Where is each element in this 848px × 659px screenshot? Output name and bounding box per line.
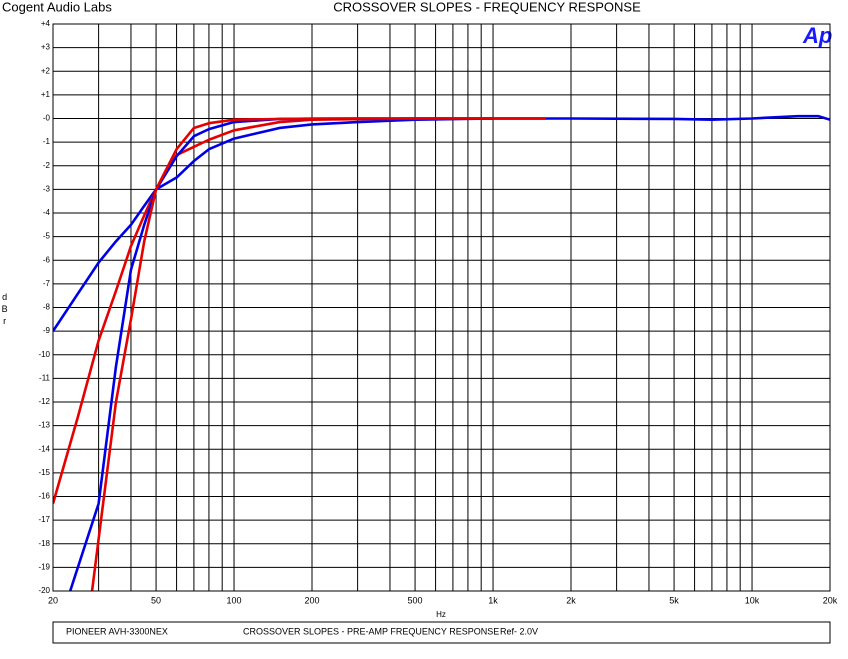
y-tick-label: -8 [43, 303, 51, 312]
grid [52, 23, 831, 592]
y-tick-label: -20 [38, 586, 50, 595]
logo: Ap [802, 23, 832, 48]
y-tick-label: +2 [41, 66, 51, 75]
x-tick-label: 1k [488, 595, 498, 605]
y-tick-label: -18 [38, 539, 50, 548]
y-tick-label: -12 [38, 397, 50, 406]
company-name: Cogent Audio Labs [2, 0, 112, 14]
y-tick-label: -7 [43, 279, 51, 288]
x-axis-label: Hz [436, 610, 446, 619]
x-tick-label: 50 [151, 595, 161, 605]
response-curve [53, 114, 830, 332]
y-tick-label: -19 [38, 562, 50, 571]
y-tick-label: -1 [43, 137, 51, 146]
y-tick-label: -5 [43, 232, 51, 241]
x-tick-label: 500 [408, 595, 423, 605]
y-tick-label: -17 [38, 515, 50, 524]
y-tick-label: -14 [38, 444, 50, 453]
y-tick-label: -3 [43, 184, 51, 193]
curves [53, 114, 830, 591]
y-tick-label: -4 [43, 208, 51, 217]
x-tick-label: 20 [48, 595, 58, 605]
x-tick-label: 200 [304, 595, 319, 605]
y-tick-label: +4 [41, 19, 51, 28]
y-axis-label: dBr [0, 292, 10, 328]
y-tick-label: -13 [38, 421, 50, 430]
y-tick-label: -16 [38, 492, 50, 501]
y-tick-label: -10 [38, 350, 50, 359]
y-tick-label: +3 [41, 43, 51, 52]
x-tick-label: 2k [566, 595, 576, 605]
response-curve [90, 117, 546, 591]
y-tick-label: -15 [38, 468, 50, 477]
y-tick-label: +1 [41, 90, 51, 99]
x-tick-label: 10k [745, 595, 760, 605]
y-tick-label: -11 [39, 373, 51, 382]
footer-description: CROSSOVER SLOPES - PRE-AMP FREQUENCY RES… [243, 626, 499, 636]
y-tick-label: -9 [43, 326, 51, 335]
footer-reference: Ref- 2.0V [500, 626, 538, 636]
x-tick-label: 5k [669, 595, 679, 605]
response-curve [53, 117, 546, 504]
y-tick-label: -2 [43, 161, 51, 170]
footer-device: PIONEER AVH-3300NEX [66, 626, 168, 636]
chart-title: CROSSOVER SLOPES - FREQUENCY RESPONSE [333, 0, 641, 14]
y-tick-label: -6 [43, 255, 51, 264]
x-tick-label: 100 [227, 595, 242, 605]
plot-frame [52, 23, 831, 592]
x-tick-label: 20k [823, 595, 838, 605]
footer-box [52, 621, 831, 644]
y-tick-label: -0 [43, 114, 51, 123]
